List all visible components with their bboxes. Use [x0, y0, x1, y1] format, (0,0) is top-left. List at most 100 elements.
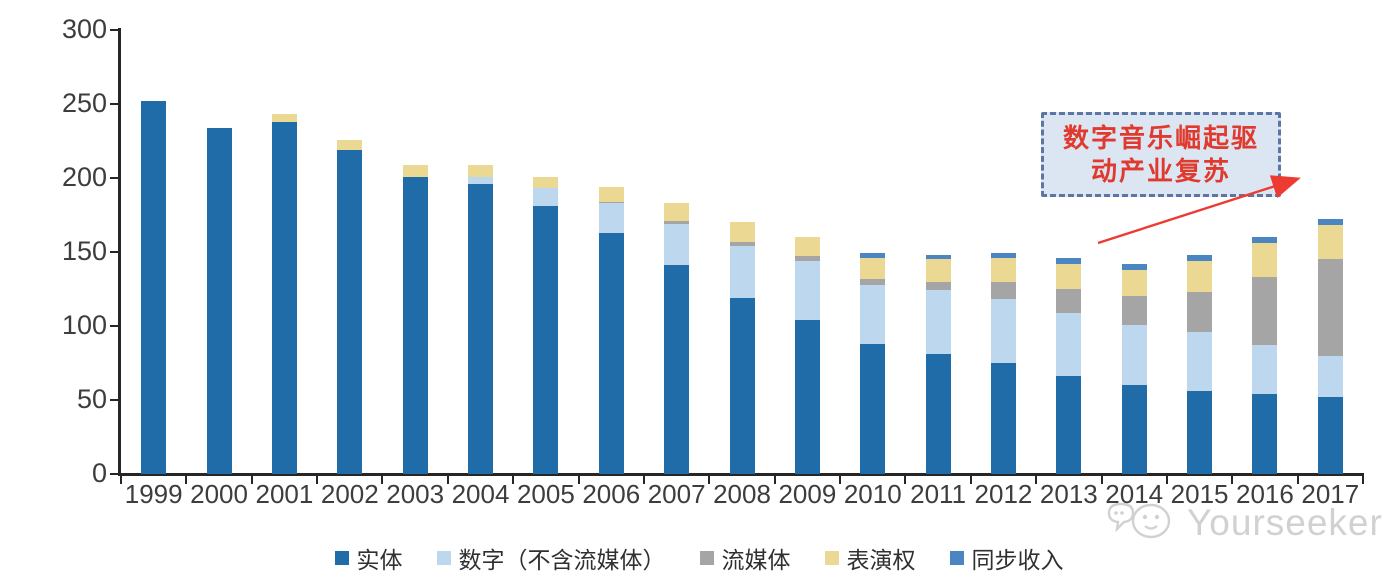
bar-segment-2005	[533, 206, 559, 474]
x-axis-tick	[1100, 476, 1103, 484]
bar-segment-2017	[1317, 219, 1343, 226]
annotation-callout: 数字音乐崛起驱 动产业复苏	[1041, 112, 1281, 197]
legend-label: 同步收入	[971, 548, 1064, 573]
legend-item-4: 同步收入	[949, 541, 1064, 575]
bar-segment-2008	[729, 241, 755, 247]
legend-swatch	[699, 551, 714, 565]
bar-segment-2012	[990, 257, 1016, 282]
bar-segment-2011	[925, 254, 951, 260]
y-axis-label: 50	[76, 384, 107, 414]
bar-segment-2012	[990, 363, 1016, 474]
bar-segment-2011	[925, 354, 951, 474]
bar-segment-2017	[1317, 225, 1343, 260]
x-axis-tick	[1165, 476, 1168, 484]
bar-segment-2009	[794, 320, 820, 474]
bar-segment-2013	[1056, 376, 1082, 474]
bar-segment-2015	[1187, 291, 1213, 332]
legend-swatch	[949, 551, 964, 565]
bar-segment-2011	[925, 290, 951, 355]
x-axis-tick	[708, 476, 711, 484]
yourseeker-logo-icon	[1107, 502, 1171, 539]
bar-segment-2004	[468, 164, 494, 177]
x-axis-label: 1999	[124, 479, 183, 509]
bar-segment-2009	[794, 256, 820, 261]
x-axis-tick	[969, 476, 972, 484]
bar-segment-2015	[1187, 260, 1213, 292]
legend-label: 实体	[356, 548, 403, 573]
watermark-text: Yourseeker	[1187, 501, 1383, 543]
x-axis-tick	[185, 476, 188, 484]
x-axis-label: 2016	[1236, 479, 1294, 509]
annotation-line-2: 动产业复苏	[1090, 156, 1231, 186]
x-axis-tick	[120, 476, 122, 484]
bar-segment-2015	[1187, 254, 1213, 261]
bar-segment-2001	[271, 121, 297, 474]
legend-swatch	[436, 551, 451, 565]
legend-item-2: 流媒体	[699, 541, 791, 575]
bar-segment-2010	[860, 253, 886, 258]
bar-segment-2010	[860, 284, 886, 344]
bar-segment-2014	[1121, 385, 1147, 474]
y-axis-label: 100	[61, 310, 107, 340]
x-axis-tick	[446, 476, 449, 484]
bar-segment-2017	[1317, 397, 1343, 474]
x-axis-tick	[642, 476, 645, 484]
legend-item-0: 实体	[334, 541, 403, 575]
bar-segment-2005	[533, 188, 559, 207]
bar-segment-2014	[1121, 296, 1147, 325]
bar-segment-2016	[1252, 394, 1278, 474]
x-axis-label: 2003	[386, 479, 445, 509]
bar-segment-2014	[1121, 269, 1147, 297]
bar-segment-2012	[990, 281, 1016, 300]
legend-label: 流媒体	[721, 548, 791, 573]
x-axis-label: 2015	[1170, 479, 1229, 509]
bar-segment-2012	[990, 299, 1016, 363]
bar-segment-2006	[598, 203, 624, 233]
bar-segment-2007	[664, 265, 690, 474]
x-axis-line	[118, 473, 1364, 476]
x-axis-tick	[1362, 476, 1364, 484]
y-axis-tick	[110, 399, 118, 401]
bar-segment-2008	[729, 246, 755, 298]
legend-label: 数字（不含流媒体）	[458, 548, 666, 573]
watermark: Yourseeker	[1103, 495, 1383, 549]
bar-segment-2015	[1187, 391, 1213, 474]
bar-segment-1999	[141, 101, 167, 474]
x-axis-label: 2017	[1301, 479, 1360, 509]
y-axis-tick	[110, 177, 118, 179]
x-axis-tick	[577, 476, 580, 484]
y-axis-line	[118, 28, 121, 476]
x-axis-tick	[1035, 476, 1038, 484]
chart-legend: 实体 数字（不含流媒体） 流媒体 表演权 同步收入	[0, 541, 1398, 575]
bar-segment-2006	[598, 232, 624, 474]
bar-segment-2002	[337, 149, 363, 474]
bar-segment-2013	[1056, 257, 1082, 264]
bar-segment-2012	[990, 253, 1016, 258]
x-axis-tick	[839, 476, 842, 484]
x-axis-label: 2010	[843, 479, 902, 509]
bar-segment-2016	[1252, 277, 1278, 346]
x-axis-label: 2011	[910, 479, 967, 509]
bar-segment-2016	[1252, 243, 1278, 278]
y-axis-label: 150	[61, 236, 107, 266]
x-axis-label: 2001	[255, 479, 314, 509]
x-axis-label: 2002	[320, 479, 379, 509]
x-axis-label: 2000	[190, 479, 248, 509]
x-axis-label: 2009	[778, 479, 837, 509]
bar-segment-2004	[468, 183, 494, 474]
y-axis-label: 0	[91, 458, 107, 488]
y-axis-tick	[110, 251, 118, 253]
y-axis-tick	[110, 325, 118, 327]
bar-segment-2017	[1317, 259, 1343, 356]
y-axis-tick	[110, 473, 118, 475]
bar-segment-2007	[664, 223, 690, 266]
y-axis-tick	[110, 29, 118, 31]
bar-segment-2011	[925, 281, 951, 291]
y-axis-label: 250	[61, 88, 107, 118]
x-axis-label: 2014	[1105, 479, 1164, 509]
bar-segment-2005	[533, 176, 559, 189]
bar-segment-2001	[271, 114, 297, 122]
x-axis-tick	[773, 476, 776, 484]
x-axis-label: 2008	[713, 479, 771, 509]
